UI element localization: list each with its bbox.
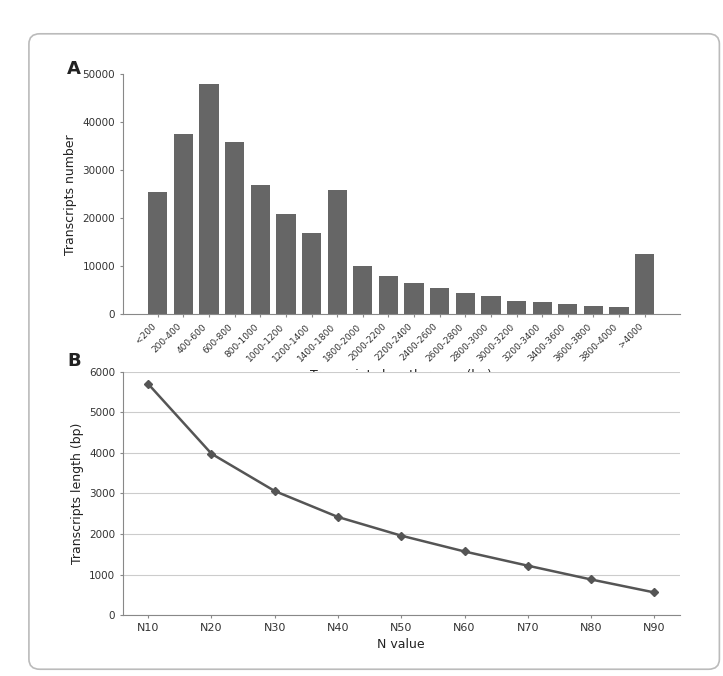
Bar — [584, 306, 603, 314]
Bar — [507, 301, 526, 314]
Bar — [609, 307, 629, 314]
Bar — [302, 233, 321, 314]
Bar — [251, 185, 270, 314]
Text: A: A — [67, 60, 81, 78]
Bar — [328, 189, 347, 314]
Bar — [174, 135, 193, 314]
Y-axis label: Transcripts number: Transcripts number — [64, 134, 77, 255]
Bar — [225, 141, 244, 314]
Bar — [379, 276, 398, 314]
Bar — [558, 304, 578, 314]
Bar — [635, 254, 654, 314]
X-axis label: Transcripts length range (bp): Transcripts length range (bp) — [310, 368, 492, 382]
X-axis label: N value: N value — [377, 638, 425, 652]
Bar — [482, 296, 500, 314]
Bar — [148, 192, 168, 314]
Bar — [200, 84, 218, 314]
Y-axis label: Transcripts length (bp): Transcripts length (bp) — [71, 422, 84, 564]
Bar — [430, 288, 449, 314]
Bar — [455, 293, 475, 314]
Bar — [404, 283, 424, 314]
Text: B: B — [67, 352, 81, 370]
Bar — [276, 214, 296, 314]
Bar — [533, 302, 552, 314]
Bar — [354, 266, 372, 314]
